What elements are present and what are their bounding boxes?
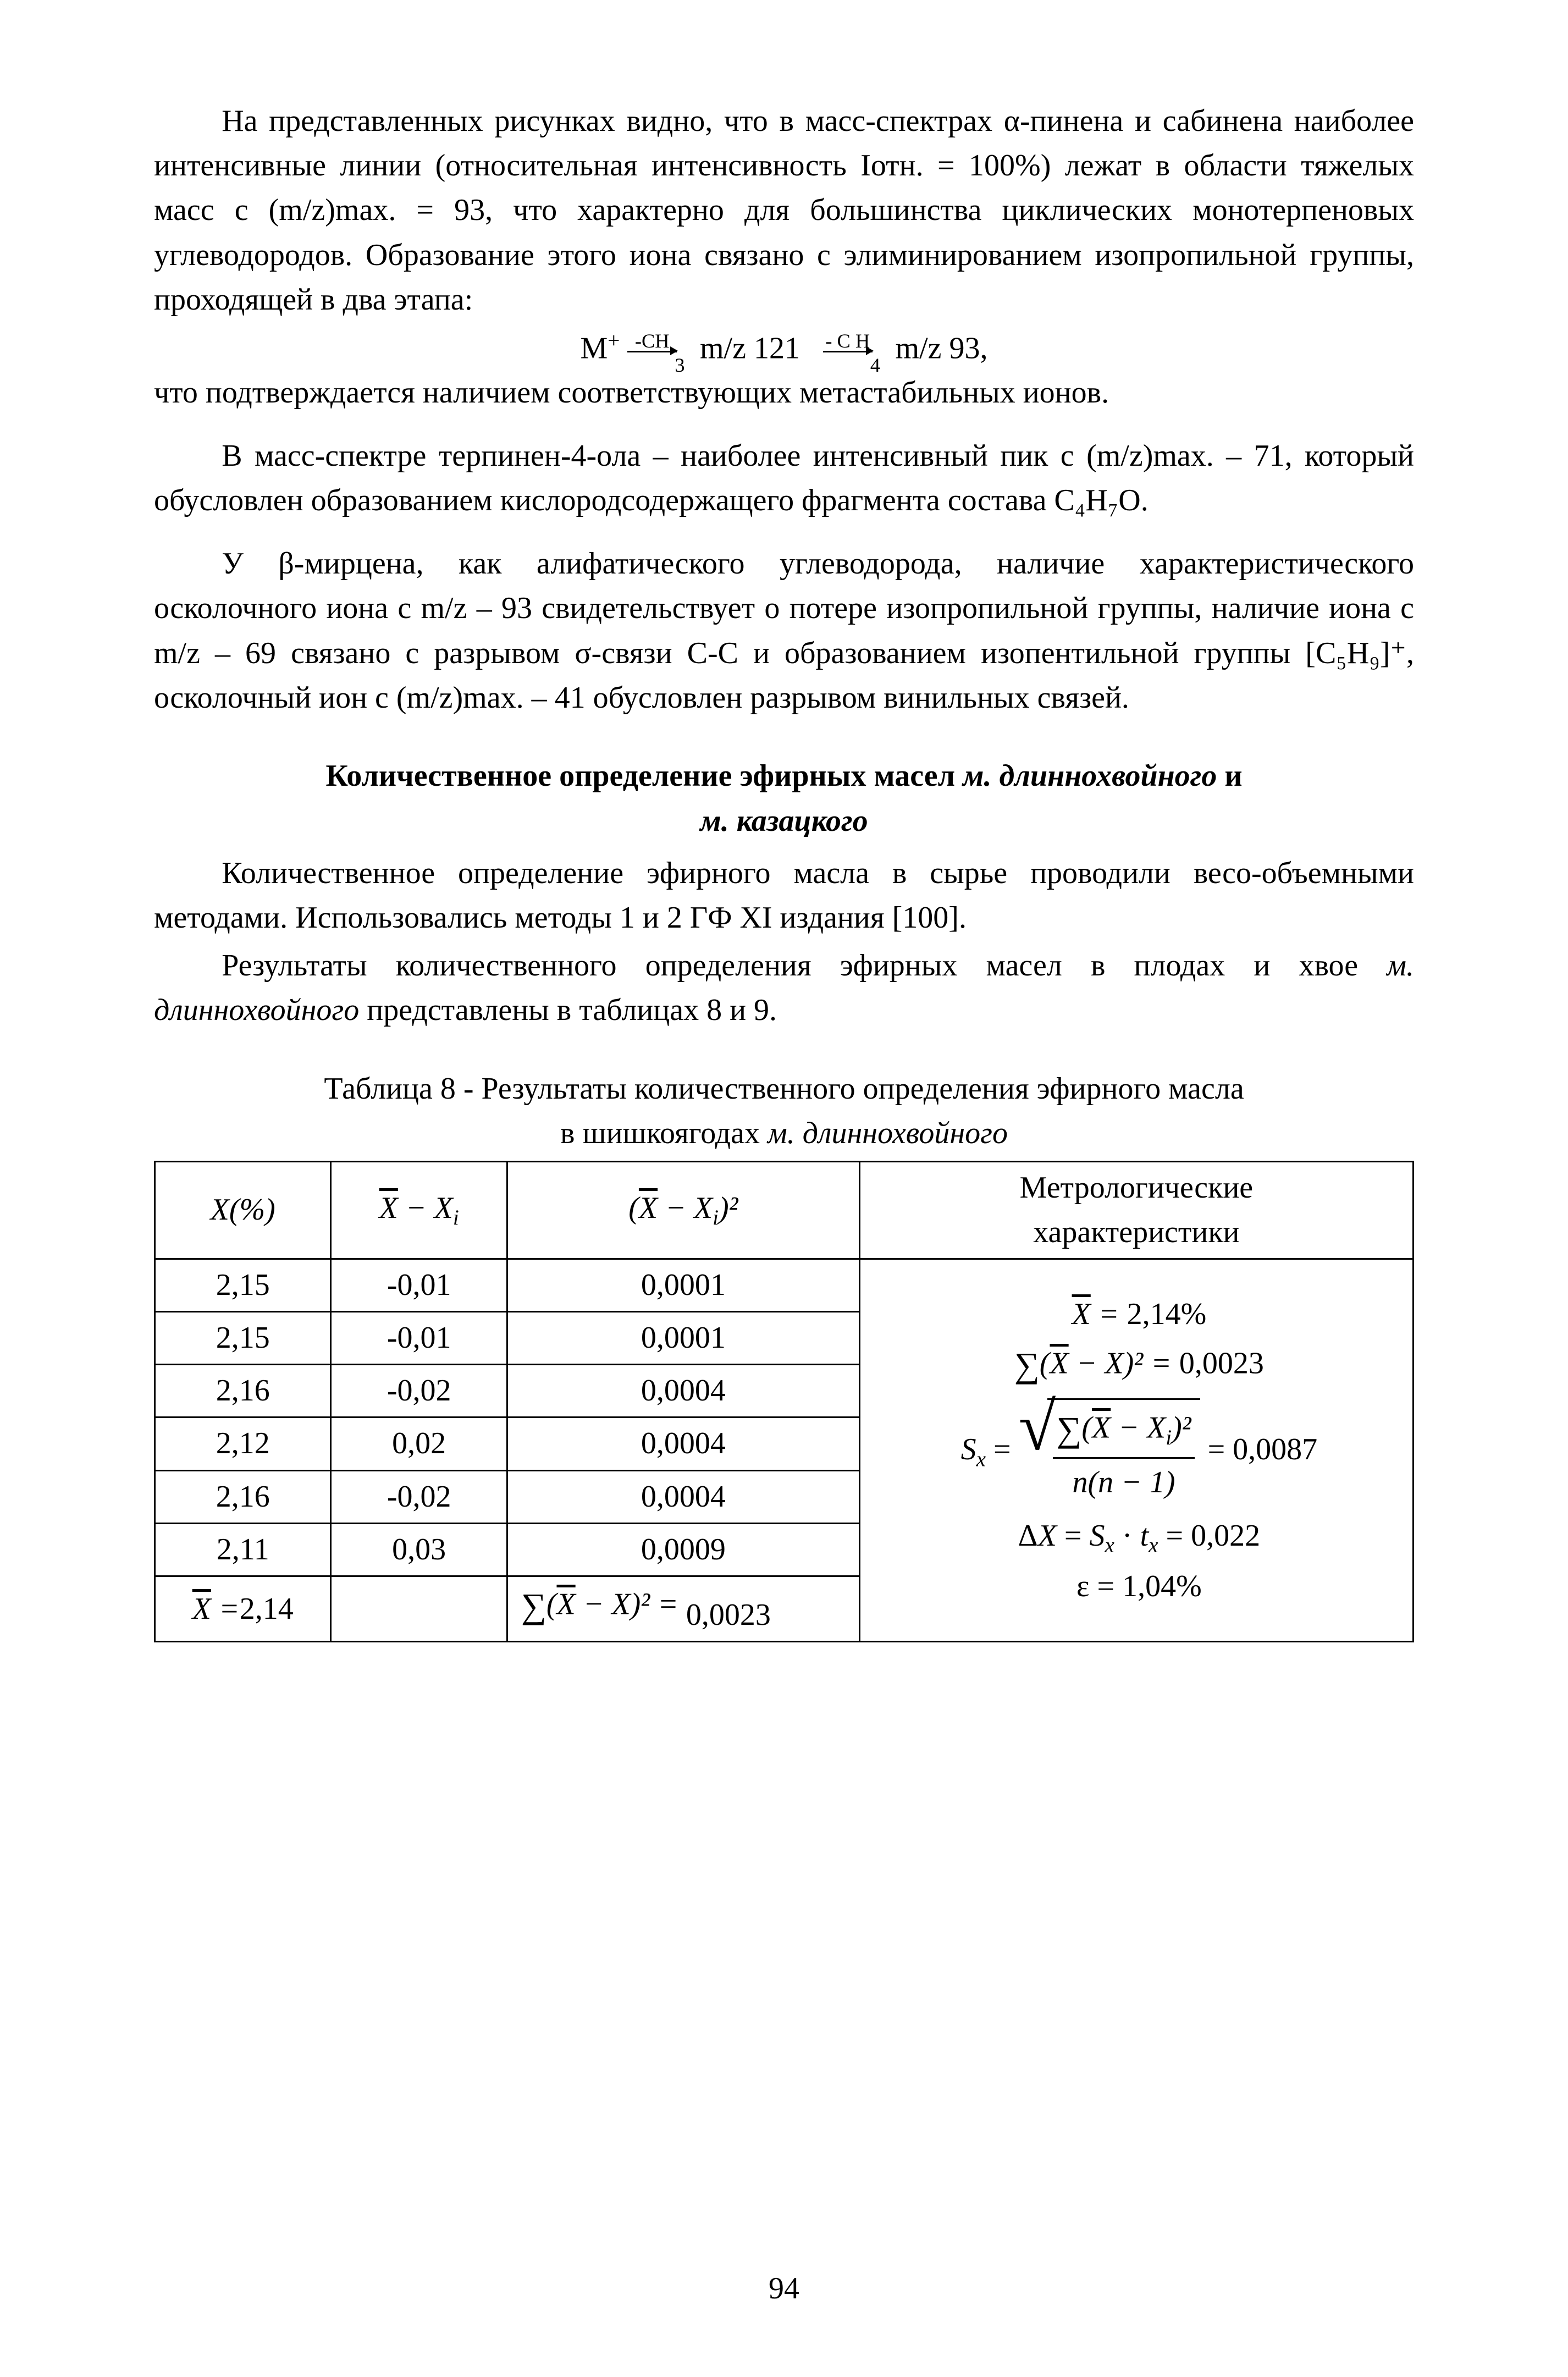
cell-x: 2,16: [155, 1365, 331, 1418]
frac-num-sub: i: [1166, 1426, 1172, 1449]
metr-line-1: X = 2,14%: [876, 1290, 1403, 1338]
table-caption-line1: Таблица 8 - Результаты количественного о…: [324, 1072, 1244, 1106]
th-diff-sq: (X − Xi)²: [507, 1161, 859, 1259]
paragraph-2: что подтверждается наличием соответствую…: [154, 371, 1414, 415]
th-diff-sq-sub: i: [713, 1206, 719, 1229]
paragraph-6c: представлены в таблицах 8 и 9.: [359, 993, 777, 1027]
paragraph-3: В масс-спектре терпинен-4-ола – наиболее…: [154, 434, 1414, 523]
metr-l3-sub: x: [976, 1448, 986, 1471]
cell-empty: [331, 1576, 507, 1642]
cell-sum-val: 0,0023: [686, 1598, 771, 1632]
th-diff-sub: i: [453, 1206, 459, 1229]
cell-x: 2,15: [155, 1312, 331, 1365]
metr-l3-eq: =: [993, 1432, 1019, 1466]
table-header-row: X(%) X − Xi (X − Xi)² Метрологические ха…: [155, 1161, 1414, 1259]
page-number: 94: [0, 2266, 1568, 2311]
metr-l3-val: = 0,0087: [1208, 1432, 1318, 1466]
metr-l2-val: 0,0023: [1179, 1347, 1264, 1381]
eq-mz1: m/z 121: [700, 331, 800, 365]
arrow-1-label: -CH: [627, 331, 677, 351]
arrow-2-sub: 4: [870, 351, 880, 380]
cell-d: -0,01: [331, 1259, 507, 1311]
paragraph-6a: Результаты количественного определения э…: [222, 948, 1387, 983]
eq-plus: +: [608, 329, 620, 352]
cell-x: 2,12: [155, 1418, 331, 1470]
metrological-cell: X = 2,14% ∑(X − X)² = 0,0023 Sx = √ ∑(X …: [859, 1259, 1413, 1641]
cell-d2: 0,0004: [507, 1470, 859, 1523]
table-caption-line2-it: м. длиннохвойного: [768, 1116, 1008, 1150]
cell-x: 2,16: [155, 1470, 331, 1523]
cell-d: -0,02: [331, 1470, 507, 1523]
heading-text-b: м. длиннохвойного: [963, 759, 1217, 793]
cell-xbar-val: 2,14: [240, 1592, 294, 1626]
document-page: На представленных рисунках видно, что в …: [0, 0, 1568, 2377]
cell-d2: 0,0009: [507, 1523, 859, 1576]
table-row: 2,15 -0,01 0,0001 X = 2,14% ∑(X − X)² = …: [155, 1259, 1414, 1311]
paragraph-4: У β-мирцена, как алифатического углеводо…: [154, 542, 1414, 720]
metr-line-5: ε = 1,04%: [876, 1563, 1403, 1611]
cell-d: 0,02: [331, 1418, 507, 1470]
th-metr-a: Метрологические: [1020, 1171, 1254, 1205]
heading-text-c: и: [1217, 759, 1242, 793]
table-caption: Таблица 8 - Результаты количественного о…: [154, 1067, 1414, 1156]
cell-sum: ∑(X − X)² = 0,0023: [507, 1576, 859, 1642]
cell-d2: 0,0004: [507, 1418, 859, 1470]
results-table: X(%) X − Xi (X − Xi)² Метрологические ха…: [154, 1161, 1414, 1643]
eq-M: M: [580, 331, 608, 365]
cell-x: 2,15: [155, 1259, 331, 1311]
metr-l1-val: 2,14%: [1127, 1297, 1207, 1331]
paragraph-5: Количественное определение эфирного масл…: [154, 851, 1414, 940]
fraction: ∑(X − Xi)² n(n − 1): [1053, 1402, 1194, 1507]
arrow-2-label: - C H: [823, 331, 873, 351]
section-heading: Количественное определение эфирных масел…: [154, 754, 1414, 843]
metr-line-3: Sx = √ ∑(X − Xi)² n(n − 1) = 0,0087: [876, 1398, 1403, 1507]
heading-text-d: м. казацкого: [700, 804, 868, 838]
cell-d2: 0,0004: [507, 1365, 859, 1418]
th-diff: X − Xi: [331, 1161, 507, 1259]
cell-d: 0,03: [331, 1523, 507, 1576]
cell-d2: 0,0001: [507, 1312, 859, 1365]
frac-den: n(n − 1): [1072, 1465, 1175, 1499]
th-metr: Метрологические характеристики: [859, 1161, 1413, 1259]
th-diff-sq-post: )²: [719, 1191, 738, 1225]
th-x-text: X(%): [211, 1193, 275, 1227]
cell-d: -0,01: [331, 1312, 507, 1365]
cell-xbar: X =2,14: [155, 1576, 331, 1642]
paragraph-6: Результаты количественного определения э…: [154, 944, 1414, 1033]
paragraph-1: На представленных рисунках видно, что в …: [154, 99, 1414, 322]
equation-line: M+ -CH 3 m/z 121 - C H 4 m/z 93,: [154, 326, 1414, 371]
eq-mz2: m/z 93,: [896, 331, 988, 365]
th-x: X(%): [155, 1161, 331, 1259]
th-metr-b: характеристики: [1033, 1215, 1239, 1249]
cell-d2: 0,0001: [507, 1259, 859, 1311]
metr-line-2: ∑(X − X)² = 0,0023: [876, 1338, 1403, 1393]
sqrt-expression: √ ∑(X − Xi)² n(n − 1): [1019, 1398, 1200, 1507]
heading-text-a: Количественное определение эфирных масел: [325, 759, 963, 793]
metr-line-4: ΔX = Sx · tx = 0,022: [876, 1512, 1403, 1563]
table-caption-line2-pre: в шишкоягодах: [560, 1116, 768, 1150]
cell-x: 2,11: [155, 1523, 331, 1576]
arrow-1-sub: 3: [675, 351, 684, 380]
frac-num-post: )²: [1172, 1411, 1191, 1445]
cell-d: -0,02: [331, 1365, 507, 1418]
